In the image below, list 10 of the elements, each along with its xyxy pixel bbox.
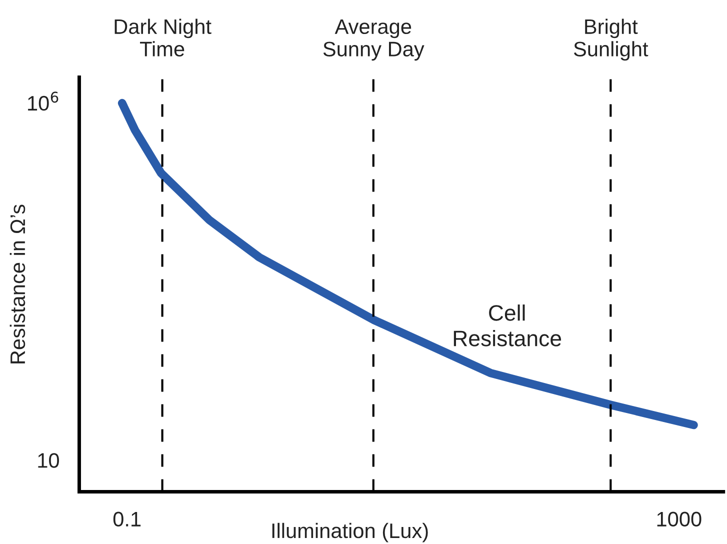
y-tick-label: 10 [38,453,59,468]
x-axis-title: Illumination (Lux) [272,522,428,542]
annotation: Cell Resistance [454,304,562,346]
ref-line-label: Dark Night Time [114,18,212,56]
ref-line-label: Bright Sunlight [574,18,648,61]
x-tick-label: 1000 [657,512,702,527]
y-tick-label: 10$^{6}$ [28,92,58,111]
ref-line-label: Average Sunny Day [323,19,424,61]
x-tick-label: 0.1 [113,512,141,527]
y-axis-title: Resistance in Ω’s [10,204,26,364]
